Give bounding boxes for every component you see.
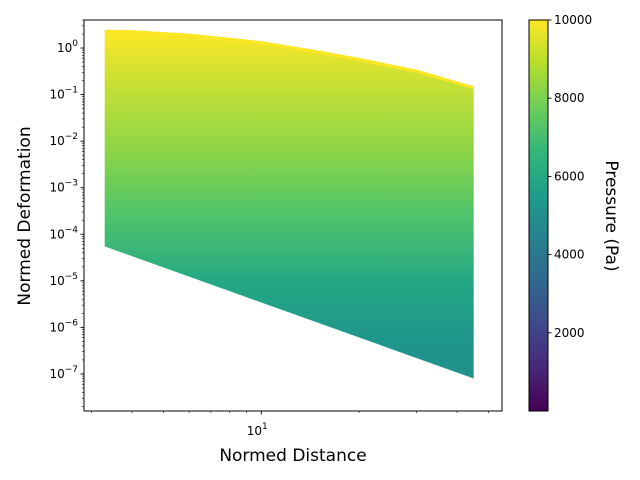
colorbar: 2000 4000 6000 8000 10000 Pressure (Pa): [528, 13, 621, 412]
colorbar-tick-label: 2000: [554, 326, 585, 340]
colorbar-tick-label: 4000: [554, 248, 585, 262]
colorbar-frame: [528, 19, 549, 412]
upper-edge-line: [104, 29, 475, 90]
y-tick-label: 10−3: [49, 179, 78, 195]
colorbar-tick-label: 6000: [554, 169, 585, 183]
y-tick-label: 10−4: [49, 225, 78, 241]
y-tick-label: 10−1: [49, 86, 78, 102]
x-axis-label: Normed Distance: [219, 446, 366, 466]
y-tick-label: 10−2: [49, 132, 78, 148]
colorbar-label: Pressure (Pa): [601, 160, 621, 271]
colorbar-fill: [529, 20, 548, 411]
plot-frame: [83, 19, 503, 412]
colorbar-tick-label: 10000: [554, 13, 592, 27]
y-tick-label: 10−7: [49, 365, 78, 381]
y-axis: 100 10−1 10−2 10−3 10−4 10−5 10−6 10−7: [49, 19, 84, 407]
y-tick-label: 100: [57, 39, 78, 55]
data-area: [104, 31, 474, 379]
y-tick-label: 10−6: [49, 318, 78, 334]
y-tick-label: 10−5: [49, 272, 78, 288]
x-tick-label: 101: [247, 422, 268, 438]
plot-area: [83, 19, 503, 412]
colorbar-ticks: 2000 4000 6000 8000 10000: [548, 13, 592, 340]
y-axis-label: Normed Deformation: [15, 126, 35, 305]
x-axis: 101: [90, 411, 489, 438]
colorbar-tick-label: 8000: [554, 91, 585, 105]
